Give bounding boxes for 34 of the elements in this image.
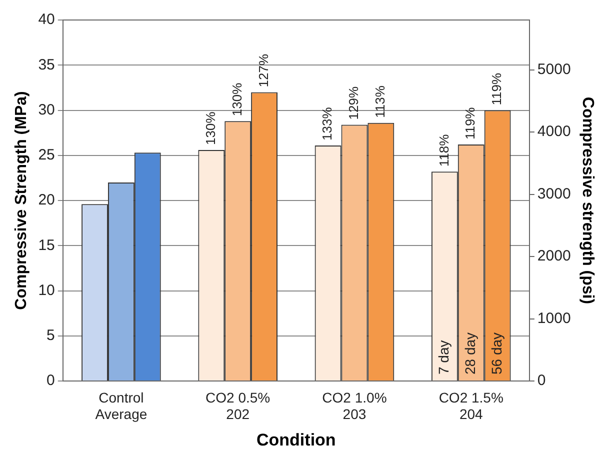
y2-tick-label: 4000 xyxy=(537,123,571,140)
y2-tick-label: 2000 xyxy=(537,248,571,265)
x-tick-label: CO2 1.0% 203 xyxy=(322,389,387,422)
y-tick-label: 30 xyxy=(38,101,55,118)
y-tick-label: 35 xyxy=(38,56,55,74)
y2-tick-label: 5000 xyxy=(537,61,571,78)
annotation: 119% xyxy=(462,106,478,140)
x-tick-label: Control Average xyxy=(95,389,148,422)
annotation: 129% xyxy=(346,86,362,120)
y2-tick-label: 0 xyxy=(537,372,546,390)
y-axis-title: Compressive Strength (MPa) xyxy=(13,91,30,310)
annotation: 127% xyxy=(256,54,271,88)
x-tick-label: CO2 1.5% 204 xyxy=(438,389,504,422)
series-label: 28 day xyxy=(462,332,478,374)
y-tick-label: 25 xyxy=(38,146,55,164)
y-tick-label: 40 xyxy=(38,11,55,28)
annotation: 119% xyxy=(489,72,504,106)
y2-tick-label: 1000 xyxy=(537,310,571,327)
annotation: 130% xyxy=(202,111,218,145)
y-tick-label: 15 xyxy=(38,236,55,254)
annotation: 130% xyxy=(229,82,244,116)
y-tick-label: 10 xyxy=(38,282,55,299)
annotation: 118% xyxy=(436,134,452,167)
x-axis-title: Condition xyxy=(256,430,336,450)
annotation: 113% xyxy=(372,85,388,118)
y-tick-label: 20 xyxy=(38,192,55,209)
y-tick-label: 5 xyxy=(46,327,55,344)
y-tick-label: 0 xyxy=(46,372,55,390)
y2-tick-label: 3000 xyxy=(537,185,571,202)
annotation: 133% xyxy=(320,106,335,140)
x-tick-label: CO2 0.5% 202 xyxy=(206,389,270,422)
series-label: 56 day xyxy=(488,332,504,374)
y2-axis-title: Compressive strength (psi) xyxy=(578,96,596,304)
series-label: 7 day xyxy=(436,340,452,374)
